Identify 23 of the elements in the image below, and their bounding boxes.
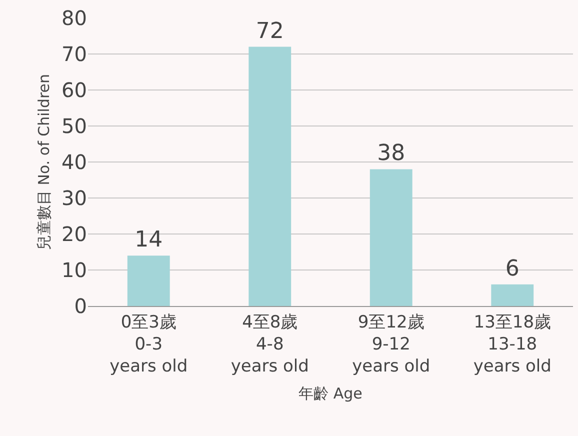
y-tick-label: 50 (62, 114, 87, 138)
x-axis-title: 年齡 Age (298, 384, 362, 403)
data-label: 38 (377, 141, 406, 166)
x-tick-label: 9至12歲 9-12 years old (352, 312, 430, 377)
y-tick-label: 0 (74, 294, 87, 318)
x-tick-label: 4至8歲 4-8 years old (230, 312, 309, 377)
data-label: 6 (505, 256, 520, 282)
bar (127, 256, 170, 306)
data-label: 72 (256, 18, 284, 44)
bar (248, 46, 292, 306)
y-tick-label: 40 (62, 150, 87, 174)
y-tick-label: 20 (62, 222, 87, 246)
y-tick-label: 60 (62, 78, 87, 102)
data-label: 14 (134, 228, 163, 253)
y-tick-label: 80 (62, 6, 87, 30)
y-tick-label: 30 (62, 186, 87, 210)
x-tick-label: 0至3歲 0-3 years old (110, 312, 188, 377)
y-axis-title: 兒童數目 No. of Children (34, 74, 53, 250)
x-tick-label: 13至18歲 13-18 years old (473, 312, 552, 377)
bar (491, 284, 534, 306)
bar (370, 169, 412, 306)
y-tick-label: 70 (62, 42, 87, 66)
y-tick-label: 10 (62, 258, 87, 282)
